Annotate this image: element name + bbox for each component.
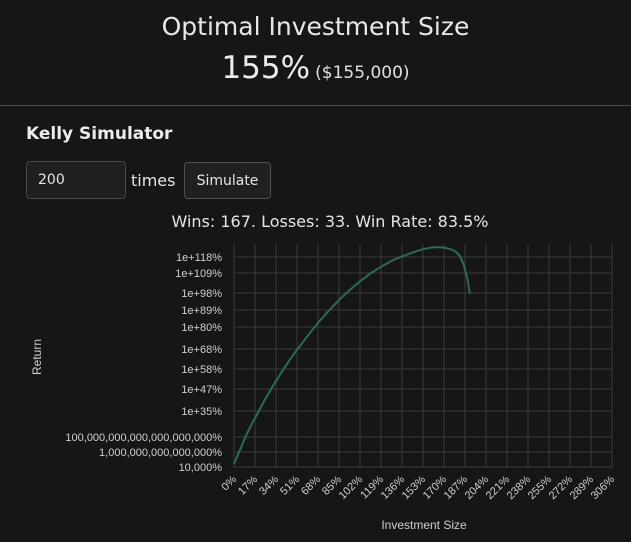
simulate-button[interactable]: Simulate: [184, 162, 271, 199]
y-tick-label: 1e+80%: [181, 322, 222, 334]
return-series-line: [233, 246, 471, 465]
optimal-size-readout: 155% ($155,000): [0, 50, 631, 86]
times-label: times: [131, 171, 176, 190]
times-input[interactable]: [26, 161, 126, 199]
x-tick-label: 68%: [299, 473, 323, 497]
simulator-title: Kelly Simulator: [26, 124, 173, 144]
y-tick-label: 1e+68%: [181, 344, 222, 356]
optimal-percent: 155%: [221, 50, 311, 86]
y-tick-label: 10,000%: [179, 462, 223, 474]
y-tick-label: 100,000,000,000,000,000,000%: [65, 432, 222, 444]
x-tick-label: 102%: [337, 473, 366, 502]
x-tick-label: 17%: [236, 473, 260, 497]
x-tick-label: 34%: [257, 473, 281, 497]
divider: [0, 105, 631, 106]
page-title: Optimal Investment Size: [161, 12, 470, 41]
y-tick-label: 1,000,000,000,000,000%: [99, 447, 222, 459]
y-tick-label: 1e+98%: [181, 288, 222, 300]
y-axis-label: Return: [30, 339, 44, 375]
x-axis-label: Investment Size: [381, 518, 467, 532]
return-chart: 1e+118% 1e+109% 1e+98% 1e+89% 1e+80% 1e+68% 1e…: [30, 244, 618, 532]
x-tick-label: 51%: [278, 473, 302, 497]
y-tick-label: 1e+47%: [181, 384, 222, 396]
y-tick-label: 1e+58%: [181, 364, 222, 376]
y-tick-label: 1e+109%: [175, 268, 222, 280]
x-tick-label: 306%: [589, 473, 618, 502]
y-tick-label: 1e+118%: [176, 252, 222, 264]
optimal-dollars: ($155,000): [315, 63, 410, 83]
y-tick-label: 1e+89%: [181, 305, 222, 317]
y-tick-label: 1e+35%: [181, 406, 222, 418]
header: Optimal Investment Size 155% ($155,000): [0, 0, 631, 105]
simulation-stats: Wins: 167. Losses: 33. Win Rate: 83.5%: [171, 212, 489, 231]
